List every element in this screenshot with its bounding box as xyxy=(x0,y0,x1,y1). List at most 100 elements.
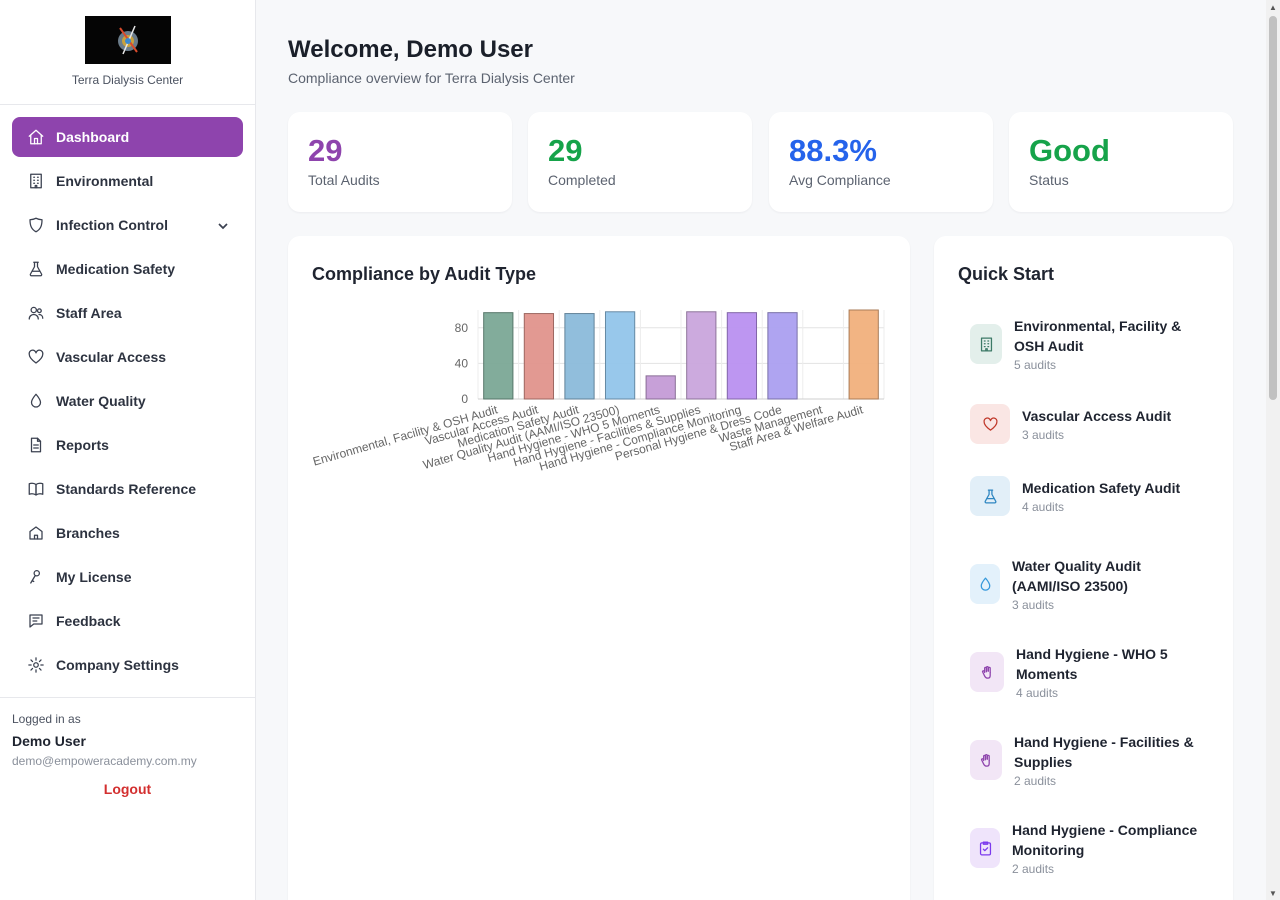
sidebar-item-label: Standards Reference xyxy=(56,481,197,497)
sidebar-item-label: Branches xyxy=(56,525,120,541)
sidebar-item-vascular-access[interactable]: Vascular Access xyxy=(12,337,243,377)
quick-start-item-environmental[interactable]: Environmental, Facility & OSH Audit 5 aud… xyxy=(970,316,1210,372)
message-icon xyxy=(26,611,46,631)
main-content: Welcome, Demo User Compliance overview f… xyxy=(256,0,1266,900)
building-icon xyxy=(26,171,46,191)
logout-button[interactable]: Logout xyxy=(103,781,152,797)
scroll-down-arrow-icon[interactable]: ▼ xyxy=(1269,888,1277,898)
sidebar-item-my-license[interactable]: My License xyxy=(12,557,243,597)
chart-title: Compliance by Audit Type xyxy=(312,264,537,284)
house-icon xyxy=(26,523,46,543)
brand-area: Terra Dialysis Center xyxy=(0,0,255,105)
quick-start-name: Vascular Access Audit xyxy=(1022,408,1172,424)
quick-start-count: 3 audits xyxy=(1012,598,1055,612)
chart-y-tick-label: 80 xyxy=(455,321,469,335)
sidebar-item-label: Environmental xyxy=(56,173,154,189)
sidebar-item-dashboard[interactable]: Dashboard xyxy=(12,117,243,157)
stat-label: Status xyxy=(1029,172,1069,188)
sidebar-item-staff-area[interactable]: Staff Area xyxy=(12,293,243,333)
sidebar-item-label: Reports xyxy=(56,437,109,453)
quick-start-count: 4 audits xyxy=(1022,500,1065,514)
quick-start-item-hand-hygiene-compliance[interactable]: Hand Hygiene - Compliance Monitoring 2 au… xyxy=(970,820,1210,876)
sidebar: Terra Dialysis Center Dashboard Environm… xyxy=(0,0,256,900)
stat-card-total-audits: 29 Total Audits xyxy=(288,112,512,212)
sidebar-item-label: Company Settings xyxy=(56,657,179,673)
quick-start-name: Water Quality Audit (AAMI/ISO 23500) xyxy=(1012,558,1141,594)
users-icon xyxy=(26,303,46,323)
home-icon xyxy=(26,127,46,147)
chart-bar xyxy=(645,375,676,400)
quick-start-count: 5 audits xyxy=(1014,358,1057,372)
chart-y-tick-label: 0 xyxy=(461,392,468,406)
chart-y-tick-label: 40 xyxy=(455,356,469,370)
chart-bar xyxy=(483,312,514,400)
stat-card-avg-compliance: 88.3% Avg Compliance xyxy=(769,112,993,212)
page-scrollbar[interactable]: ▲ ▼ xyxy=(1266,0,1280,900)
sidebar-item-branches[interactable]: Branches xyxy=(12,513,243,553)
heart-icon xyxy=(970,404,1010,444)
quick-start-count: 3 audits xyxy=(1022,428,1065,442)
chart-bar xyxy=(848,309,879,400)
quick-start-title: Quick Start xyxy=(958,264,1055,284)
flask-icon xyxy=(970,476,1010,516)
company-name: Terra Dialysis Center xyxy=(71,73,184,87)
sidebar-item-label: Staff Area xyxy=(56,305,122,321)
sidebar-item-label: Water Quality xyxy=(56,393,146,409)
chart-bar xyxy=(523,313,555,400)
hand-icon xyxy=(970,652,1004,692)
sidebar-nav: Dashboard Environmental Infection Contro… xyxy=(0,105,255,685)
user-panel: Logged in as Demo User demo@empoweracade… xyxy=(0,697,255,797)
quick-start-item-vascular-access[interactable]: Vascular Access Audit 3 audits xyxy=(970,404,1210,444)
clipboard-check-icon xyxy=(970,828,1000,868)
stat-value: 29 xyxy=(308,133,343,168)
chart-bar xyxy=(564,313,595,400)
building-icon xyxy=(970,324,1002,364)
quick-start-item-hand-hygiene-who[interactable]: Hand Hygiene - WHO 5 Moments 4 audits xyxy=(970,644,1210,700)
file-icon xyxy=(26,435,46,455)
sidebar-item-water-quality[interactable]: Water Quality xyxy=(12,381,243,421)
quick-start-name: Hand Hygiene - WHO 5 Moments xyxy=(1016,646,1168,682)
stat-value: 29 xyxy=(548,133,583,168)
quick-start-count: 4 audits xyxy=(1016,686,1059,700)
stat-value: 88.3% xyxy=(789,133,877,168)
sidebar-item-infection-control[interactable]: Infection Control xyxy=(12,205,243,245)
quick-start-item-medication-safety[interactable]: Medication Safety Audit 4 audits xyxy=(970,476,1210,516)
page-title: Welcome, Demo User xyxy=(288,36,533,63)
sidebar-item-reports[interactable]: Reports xyxy=(12,425,243,465)
quick-start-name: Hand Hygiene - Facilities & Supplies xyxy=(1014,734,1194,770)
flask-icon xyxy=(26,259,46,279)
sidebar-item-label: Infection Control xyxy=(56,217,168,233)
chart-bar xyxy=(686,311,717,400)
quick-start-card: Quick Start Environmental, Facility & OS… xyxy=(934,236,1233,900)
chevron-down-icon[interactable] xyxy=(217,219,229,231)
quick-start-item-hand-hygiene-facilities[interactable]: Hand Hygiene - Facilities & Supplies 2 au… xyxy=(970,732,1210,788)
chart-bar xyxy=(767,312,798,400)
hand-icon xyxy=(970,740,1002,780)
scroll-up-arrow-icon[interactable]: ▲ xyxy=(1269,2,1277,12)
stat-card-status: Good Status xyxy=(1009,112,1233,212)
sidebar-item-label: Vascular Access xyxy=(56,349,167,365)
heart-icon xyxy=(26,347,46,367)
page-subtitle: Compliance overview for Terra Dialysis C… xyxy=(288,70,575,86)
sidebar-item-medication-safety[interactable]: Medication Safety xyxy=(12,249,243,289)
sidebar-item-label: Medication Safety xyxy=(56,261,176,277)
user-name: Demo User xyxy=(12,733,86,749)
sidebar-item-environmental[interactable]: Environmental xyxy=(12,161,243,201)
stat-label: Completed xyxy=(548,172,616,188)
quick-start-name: Medication Safety Audit xyxy=(1022,480,1181,496)
droplet-icon xyxy=(970,564,1000,604)
sidebar-item-feedback[interactable]: Feedback xyxy=(12,601,243,641)
quick-start-name: Hand Hygiene - Compliance Monitoring xyxy=(1012,822,1198,858)
scrollbar-thumb[interactable] xyxy=(1269,16,1277,400)
logged-in-caption: Logged in as xyxy=(12,712,81,726)
sidebar-item-label: My License xyxy=(56,569,132,585)
sidebar-item-company-settings[interactable]: Company Settings xyxy=(12,645,243,685)
sidebar-item-label: Dashboard xyxy=(56,129,130,145)
stat-label: Avg Compliance xyxy=(789,172,891,188)
shield-icon xyxy=(26,215,46,235)
book-icon xyxy=(26,479,46,499)
quick-start-item-water-quality[interactable]: Water Quality Audit (AAMI/ISO 23500) 3 au… xyxy=(970,556,1210,612)
company-logo xyxy=(84,16,171,64)
chart-card: Compliance by Audit Type 0 40 80 Environmen… xyxy=(288,236,910,900)
sidebar-item-standards-reference[interactable]: Standards Reference xyxy=(12,469,243,509)
